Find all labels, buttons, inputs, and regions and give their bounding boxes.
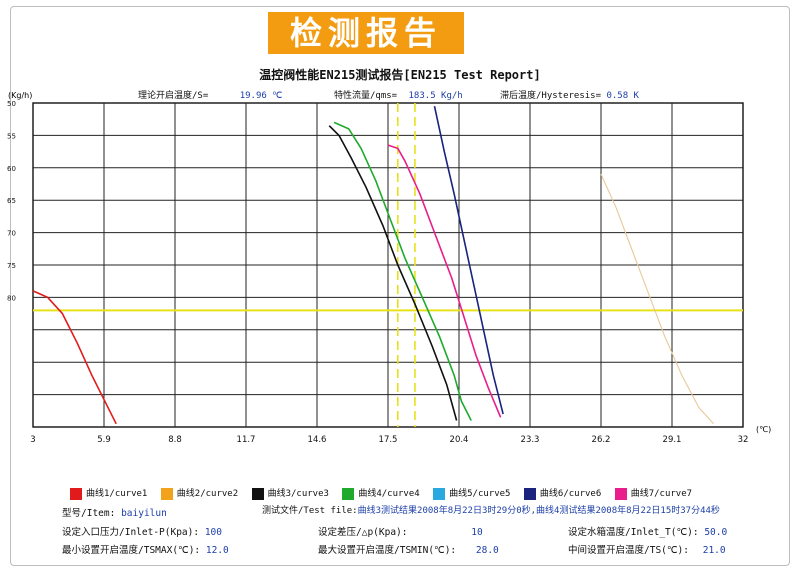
- characteristic-flow: 特性流量/qms= 183.5 Kg/h: [334, 88, 463, 101]
- tsmin-value: 28.0: [475, 545, 499, 556]
- dp-label: 设定差压/△p(Kpa):: [318, 527, 408, 538]
- curve7-swatch: [614, 487, 627, 500]
- legend-item-curve1: 曲线1/curve1: [70, 486, 147, 500]
- theory-value: 19.96 ℃: [239, 91, 283, 101]
- tsmin-row: 最大设置开启温度/TSMIN(℃): 28.0: [318, 542, 499, 556]
- theory-label: 理论开启温度/S=: [138, 91, 209, 101]
- inlet-label: 设定入口压力/Inlet-P(Kpa):: [62, 527, 200, 538]
- tsmax-row: 最小设置开启温度/TSMAX(℃): 12.0: [62, 542, 229, 556]
- model-value: baiyilun: [121, 508, 167, 519]
- tsmax-value: 12.0: [205, 545, 229, 556]
- x-tick-label: 32: [738, 435, 749, 445]
- hyst-value: 0.58 K: [606, 91, 639, 101]
- ts-value: 21.0: [702, 545, 726, 556]
- report-banner: 检测报告: [268, 12, 464, 54]
- dp-value: 10: [471, 527, 483, 538]
- legend-item-curve4: 曲线4/curve4: [342, 486, 420, 500]
- report-frame: [10, 6, 790, 566]
- curve2-swatch: [160, 487, 173, 500]
- ts-row: 中间设置开启温度/TS(℃): 21.0: [568, 542, 726, 556]
- x-axis-label: (℃): [756, 425, 771, 434]
- x-tick-label: 3: [30, 435, 35, 445]
- curve5-swatch: [433, 487, 446, 500]
- model-label: 型号/Item:: [62, 508, 116, 519]
- tank-value: 50.0: [704, 527, 728, 538]
- tsmin-label: 最大设置开启温度/TSMIN(℃):: [318, 545, 457, 556]
- tank-temp-row: 设定水箱温度/Inlet_T(℃): 50.0: [568, 524, 727, 538]
- x-tick-label: 11.7: [237, 435, 256, 445]
- tsmax-label: 最小设置开启温度/TSMAX(℃):: [62, 545, 201, 556]
- curve-line-6: [433, 106, 504, 415]
- x-tick-label: 20.4: [450, 435, 469, 445]
- y-tick-label: 50: [7, 100, 16, 108]
- hyst-label: 滞后温度/Hysteresis=: [500, 91, 602, 101]
- curve-line-1: [32, 290, 117, 425]
- x-tick-labels: 3 5.9 8.8 11.7 14.6 17.5 20.4 23.3 26.2 29.1 32: [30, 435, 748, 445]
- x-tick-label: 23.3: [521, 435, 540, 445]
- chart-legend: 曲线1/curve1 曲线2/curve2 曲线3/curve3 曲线4/cur…: [70, 486, 700, 500]
- legend-item-curve3: 曲线3/curve3: [251, 486, 329, 500]
- curve-line-3: [328, 125, 458, 421]
- legend-item-curve2: 曲线2/curve2: [160, 486, 238, 500]
- inlet-value: 100: [204, 527, 222, 538]
- tank-label: 设定水箱温度/Inlet_T(℃):: [568, 527, 699, 538]
- inlet-pressure-row: 设定入口压力/Inlet-P(Kpa): 100: [62, 524, 222, 538]
- legend-item-curve6: 曲线6/curve6: [523, 486, 601, 500]
- chart-curves: [32, 106, 715, 425]
- y-tick-label: 60: [7, 165, 16, 173]
- y-tick-label: 75: [7, 262, 16, 270]
- y-tick-label: 65: [7, 197, 16, 205]
- hysteresis: 滞后温度/Hysteresis= 0.58 K: [500, 88, 639, 101]
- x-tick-label: 14.6: [308, 435, 327, 445]
- curve-line-7: [387, 144, 502, 418]
- report-title: 温控阀性能EN215测试报告[EN215 Test Report]: [259, 68, 541, 82]
- x-tick-label: 5.9: [97, 435, 111, 445]
- x-tick-label: 17.5: [379, 435, 398, 445]
- test-file-value: 曲线3测试结果2008年8月22日3时29分0秒,曲线4测试结果2008年8月2…: [357, 506, 720, 516]
- chart-grid: [32, 102, 744, 428]
- y-tick-label: 80: [7, 294, 16, 302]
- curve-line-4: [333, 121, 472, 421]
- curve-line-8: [600, 174, 715, 425]
- curve4-swatch: [342, 487, 355, 500]
- curve1-swatch: [70, 487, 82, 500]
- curve3-swatch: [251, 487, 264, 500]
- y-tick-label: 70: [7, 230, 16, 238]
- test-file-row: 测试文件/Test file:曲线3测试结果2008年8月22日3时29分0秒,…: [262, 503, 720, 516]
- model-row: 型号/Item: baiyilun: [62, 505, 167, 519]
- x-tick-label: 8.8: [168, 435, 182, 445]
- y-tick-label: 55: [7, 132, 16, 140]
- y-axis-label: (Kg/h): [8, 91, 32, 100]
- legend-item-curve7: 曲线7/curve7: [614, 486, 692, 500]
- test-file-label: 测试文件/Test file:: [262, 506, 358, 516]
- flow-value: 183.5 Kg/h: [408, 91, 463, 101]
- x-tick-label: 29.1: [663, 435, 682, 445]
- diff-pressure-row: 设定差压/△p(Kpa): 10: [318, 524, 483, 538]
- y-tick-labels: 50 55 60 65 70 75 80: [7, 100, 16, 302]
- ts-label: 中间设置开启温度/TS(℃):: [568, 545, 689, 556]
- theory-opening-temp: 理论开启温度/S= 19.96 ℃: [138, 88, 282, 101]
- flow-label: 特性流量/qms=: [334, 91, 398, 101]
- legend-item-curve5: 曲线5/curve5: [433, 486, 510, 500]
- curve6-swatch: [523, 487, 536, 500]
- x-tick-label: 26.2: [592, 435, 611, 445]
